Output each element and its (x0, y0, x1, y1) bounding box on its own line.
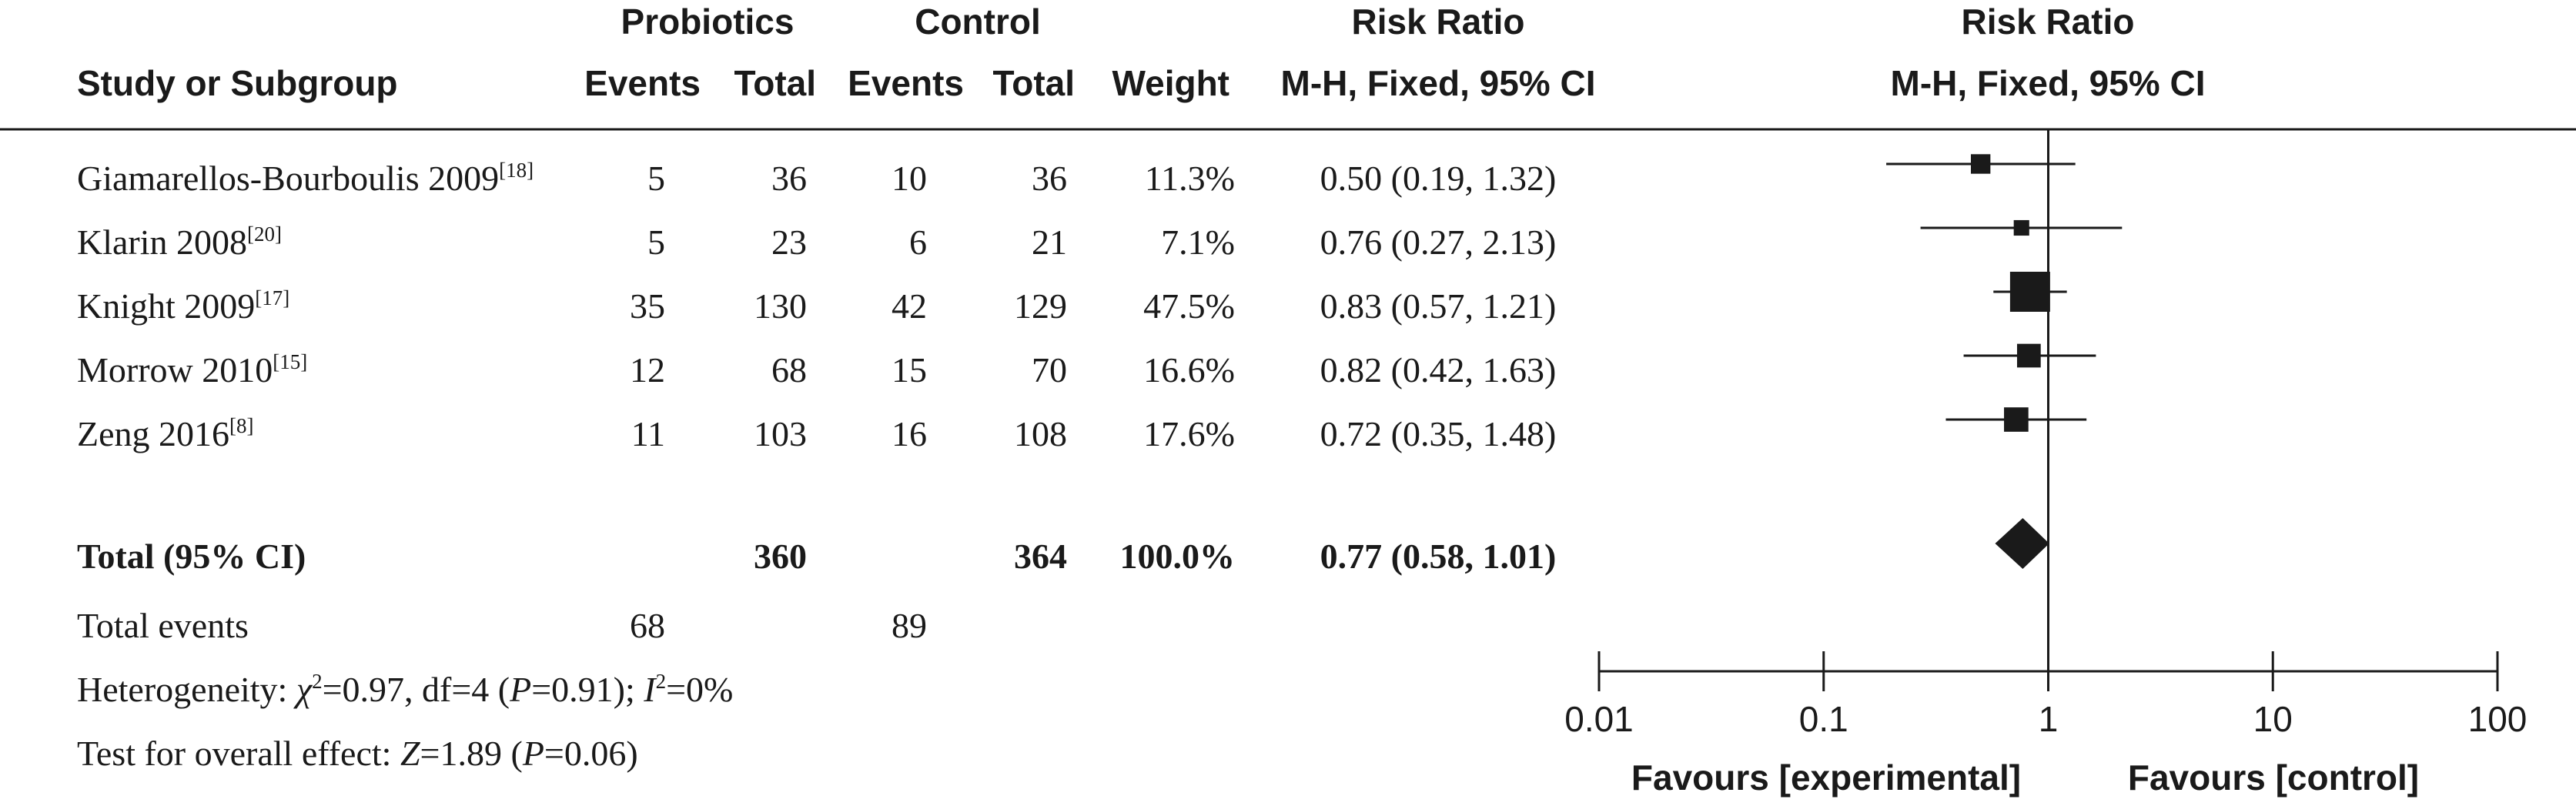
table-row: Klarin 2008[20] 5 23 6 21 7.1% 0.76 (0.2… (77, 222, 1556, 262)
risk-ratio-ci: 0.82 (0.42, 1.63) (1320, 350, 1557, 390)
study-name: Morrow 2010[15] (77, 350, 307, 390)
total-events-control: 89 (892, 606, 927, 645)
risk-ratio-ci: 0.76 (0.27, 2.13) (1320, 222, 1557, 262)
total-probiotics: 36 (771, 159, 807, 198)
header-events-control: Events (848, 63, 964, 103)
events-probiotics: 12 (630, 350, 665, 390)
weight-value: 16.6% (1143, 350, 1235, 390)
risk-ratio-ci: 0.72 (0.35, 1.48) (1320, 414, 1557, 453)
header-plot-method: M-H, Fixed, 95% CI (1891, 63, 2206, 103)
events-control: 6 (909, 222, 927, 262)
total-events-probiotics: 68 (630, 606, 665, 645)
total-control: 36 (1032, 159, 1067, 198)
point-estimate-square (2013, 219, 2029, 236)
study-name: Zeng 2016[8] (77, 414, 254, 453)
header-method: M-H, Fixed, 95% CI (1281, 63, 1596, 103)
total-events-label: Total events (77, 606, 249, 645)
heterogeneity-text: Heterogeneity: χ2=0.97, df=4 (P=0.91); I… (77, 670, 733, 709)
header-plot-risk-ratio: Risk Ratio (1962, 2, 2135, 42)
table-row: Morrow 2010[15] 12 68 15 70 16.6% 0.82 (… (77, 350, 1556, 390)
favours-control-label: Favours [control] (2128, 758, 2419, 798)
overall-effect-text: Test for overall effect: Z=1.89 (P=0.06) (77, 734, 638, 773)
total-probiotics: 130 (754, 286, 807, 326)
plot-area: 0.01 0.1 1 10 100 (1564, 129, 2527, 739)
weight-value: 7.1% (1161, 222, 1235, 262)
header-weight: Weight (1112, 63, 1229, 103)
pooled-diamond (1995, 518, 2049, 569)
total-probiotics: 68 (771, 350, 807, 390)
header-study-or-subgroup: Study or Subgroup (77, 63, 398, 103)
total-control: 21 (1032, 222, 1067, 262)
total-row: Total (95% CI) 360 364 100.0% 0.77 (0.58… (77, 537, 1556, 576)
events-probiotics: 5 (647, 159, 665, 198)
study-name: Klarin 2008[20] (77, 222, 282, 262)
events-probiotics: 5 (647, 222, 665, 262)
total-control: 108 (1014, 414, 1067, 453)
total-probiotics: 360 (754, 537, 807, 576)
header-total-probiotics: Total (734, 63, 816, 103)
header-events-probiotics: Events (584, 63, 701, 103)
x-axis-tick-label: 0.01 (1564, 699, 1634, 739)
total-events-row: Total events 68 89 (77, 606, 927, 645)
table-row: Giamarellos-Bourboulis 2009[18] 5 36 10 … (77, 159, 1556, 198)
events-probiotics: 11 (631, 414, 665, 453)
point-estimate-square (2016, 343, 2041, 368)
x-axis-tick-label: 0.1 (1799, 699, 1848, 739)
total-probiotics: 23 (771, 222, 807, 262)
total-control: 129 (1014, 286, 1067, 326)
header-risk-ratio: Risk Ratio (1352, 2, 1525, 42)
header-total-control: Total (993, 63, 1075, 103)
total-probiotics: 103 (754, 414, 807, 453)
favours-experimental-label: Favours [experimental] (1631, 758, 2021, 798)
risk-ratio-ci: 0.50 (0.19, 1.32) (1320, 159, 1557, 198)
events-control: 42 (892, 286, 927, 326)
x-axis-tick-label: 1 (2039, 699, 2059, 739)
events-control: 16 (892, 414, 927, 453)
total-label: Total (95% CI) (77, 537, 306, 576)
point-estimate-square (2004, 407, 2029, 432)
weight-value: 17.6% (1143, 414, 1235, 453)
header-probiotics: Probiotics (621, 2, 795, 42)
table-rows: Giamarellos-Bourboulis 2009[18] 5 36 10 … (77, 159, 1556, 453)
header-control: Control (915, 2, 1041, 42)
x-axis-tick-label: 100 (2468, 699, 2527, 739)
table-row: Knight 2009[17] 35 130 42 129 47.5% 0.83… (77, 286, 1556, 326)
weight-value: 47.5% (1143, 286, 1235, 326)
events-probiotics: 35 (630, 286, 665, 326)
study-name: Knight 2009[17] (77, 286, 289, 326)
x-axis-tick-label: 10 (2253, 699, 2293, 739)
risk-ratio-ci: 0.83 (0.57, 1.21) (1320, 286, 1557, 326)
study-name: Giamarellos-Bourboulis 2009[18] (77, 159, 534, 198)
events-control: 10 (892, 159, 927, 198)
total-control: 364 (1014, 537, 1067, 576)
table-row: Zeng 2016[8] 11 103 16 108 17.6% 0.72 (0… (77, 414, 1556, 453)
events-control: 15 (892, 350, 927, 390)
point-estimate-square (2009, 272, 2050, 312)
point-estimate-square (1970, 154, 1991, 174)
total-risk-ratio-ci: 0.77 (0.58, 1.01) (1320, 537, 1557, 576)
total-control: 70 (1032, 350, 1067, 390)
weight-value: 11.3% (1145, 159, 1235, 198)
total-weight: 100.0% (1120, 537, 1236, 576)
